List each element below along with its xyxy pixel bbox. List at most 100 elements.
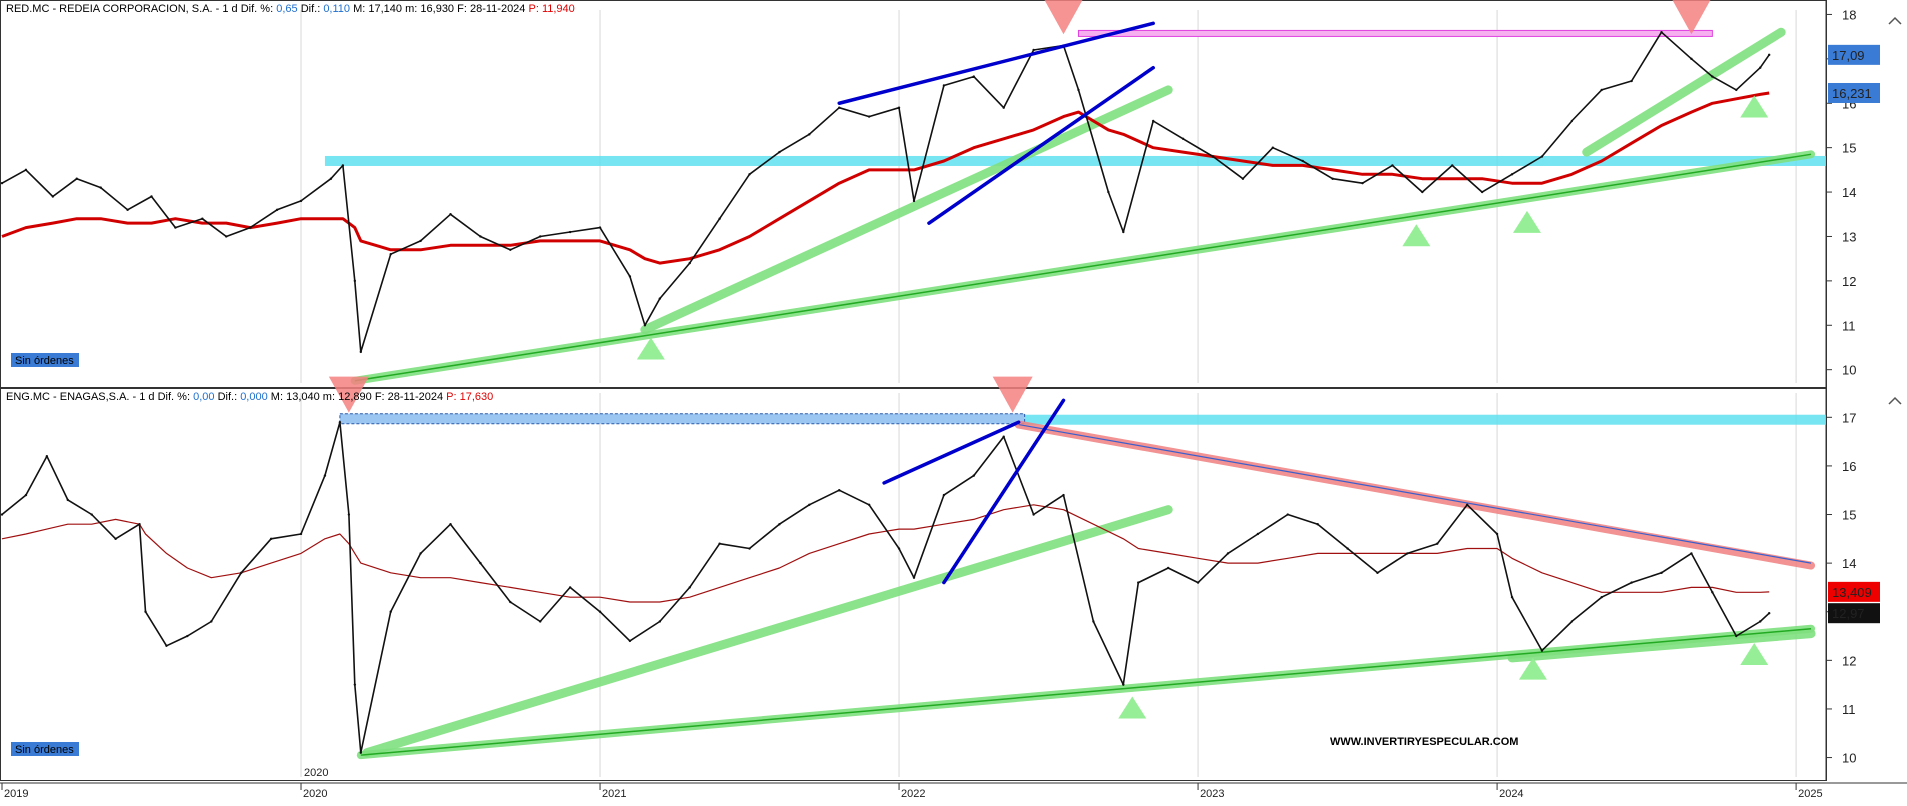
price-point (1346, 547, 1349, 550)
y-tick-label: 16 (1842, 459, 1856, 474)
y-tick-label: 10 (1842, 751, 1856, 766)
header-max-label: M: (271, 391, 283, 403)
ma-value-label: 13,409 (1832, 585, 1872, 600)
price-line (1, 31, 1770, 353)
header-dif-value: 0,110 (323, 3, 350, 15)
moving-average-line (1, 91, 1770, 265)
price-point (51, 195, 55, 198)
y-tick-label: 17 (1842, 410, 1856, 425)
price-point (1211, 155, 1215, 158)
price-point (1660, 571, 1663, 575)
x-tick-label: 2021 (602, 788, 626, 800)
price-point (1570, 119, 1574, 123)
price-point (248, 226, 252, 229)
price-point (539, 235, 542, 238)
price-point (323, 474, 327, 477)
panel-header: RED.MC - REDEIA CORPORACION, S.A. - 1 d … (6, 3, 575, 15)
price-point (1062, 493, 1065, 497)
price-point (299, 199, 303, 203)
price-point (598, 610, 602, 613)
header-period: 1 d (139, 391, 154, 403)
x-tick-label: 2024 (1499, 788, 1523, 800)
price-point (201, 217, 204, 220)
price-point (1600, 595, 1603, 599)
panel-collapse-icon[interactable] (1888, 16, 1902, 25)
ma-value-badge (1828, 82, 1880, 103)
price-point (1540, 649, 1544, 652)
price-point (449, 213, 452, 216)
price-point (353, 683, 357, 686)
price-point (1391, 164, 1394, 167)
price-point (1600, 88, 1603, 92)
price-point (174, 226, 177, 229)
price-point (628, 639, 632, 643)
price-value-label: 17,09 (1832, 48, 1865, 63)
price-point (628, 275, 632, 278)
price-point (449, 523, 452, 526)
x-tick-label: 2023 (1200, 788, 1224, 800)
header-date-label: F: (457, 3, 467, 15)
price-value-badge (1828, 603, 1880, 624)
y-tick-label: 15 (1842, 508, 1856, 523)
price-value-badge (1828, 44, 1880, 65)
support-trendline-glow (362, 505, 1173, 758)
y-tick-label: 11 (1842, 318, 1856, 333)
price-point (1196, 581, 1200, 584)
price-point (1495, 532, 1499, 536)
price-point (1376, 571, 1379, 575)
price-point (419, 552, 422, 555)
price-point (1166, 566, 1170, 570)
header-min-value: 16,930 (420, 3, 454, 15)
price-point (808, 133, 811, 136)
price-point (419, 239, 422, 243)
sell-signal-triangle (1672, 0, 1711, 35)
buy-signal-triangle (636, 337, 665, 360)
price-point (389, 610, 392, 613)
price-point (1759, 620, 1762, 623)
price-point (912, 576, 916, 579)
price-point (568, 230, 572, 234)
price-point (210, 620, 213, 623)
price-point (479, 235, 482, 238)
orders-badge[interactable] (11, 742, 79, 756)
price-point (867, 503, 871, 506)
panel-collapse-icon[interactable] (1888, 396, 1902, 405)
price-point (1421, 190, 1424, 194)
header-min-label: m: (405, 3, 417, 15)
price-point (1735, 88, 1738, 92)
price-point (897, 547, 901, 550)
price-point (912, 199, 916, 203)
sell-signal-triangle (1044, 0, 1083, 35)
ma-value-label: 16,231 (1832, 86, 1872, 101)
price-point (1092, 620, 1095, 623)
header-separator: - (213, 3, 223, 15)
price-point (389, 253, 392, 256)
orders-label: Sin órdenes (15, 355, 74, 367)
orders-badge[interactable] (11, 353, 79, 367)
price-point (1660, 31, 1663, 34)
x-tick-label: 2022 (901, 788, 925, 800)
year-marker-label: 2020 (304, 767, 328, 779)
price-point (1451, 164, 1454, 167)
price-point (1286, 513, 1289, 516)
header-max-label: M: (353, 3, 365, 15)
y-tick-label: 15 (1842, 141, 1856, 156)
price-point (838, 489, 841, 492)
header-date-value: 28-11-2024 (388, 391, 443, 403)
price-point (0, 513, 4, 516)
x-tick-label: 2020 (303, 788, 327, 800)
price-point (509, 600, 512, 604)
price-point (24, 168, 28, 172)
price-point (479, 561, 482, 565)
price-point (1256, 532, 1260, 536)
buy-signal-triangle (1402, 224, 1431, 247)
price-point (942, 84, 946, 87)
price-point (1630, 581, 1633, 584)
price-point (1465, 503, 1469, 506)
price-point (539, 620, 542, 623)
price-point (0, 181, 4, 185)
price-point (1241, 177, 1245, 180)
header-dif-pct-value: 0,00 (193, 391, 214, 403)
x-tick-label: 2025 (1798, 788, 1822, 800)
